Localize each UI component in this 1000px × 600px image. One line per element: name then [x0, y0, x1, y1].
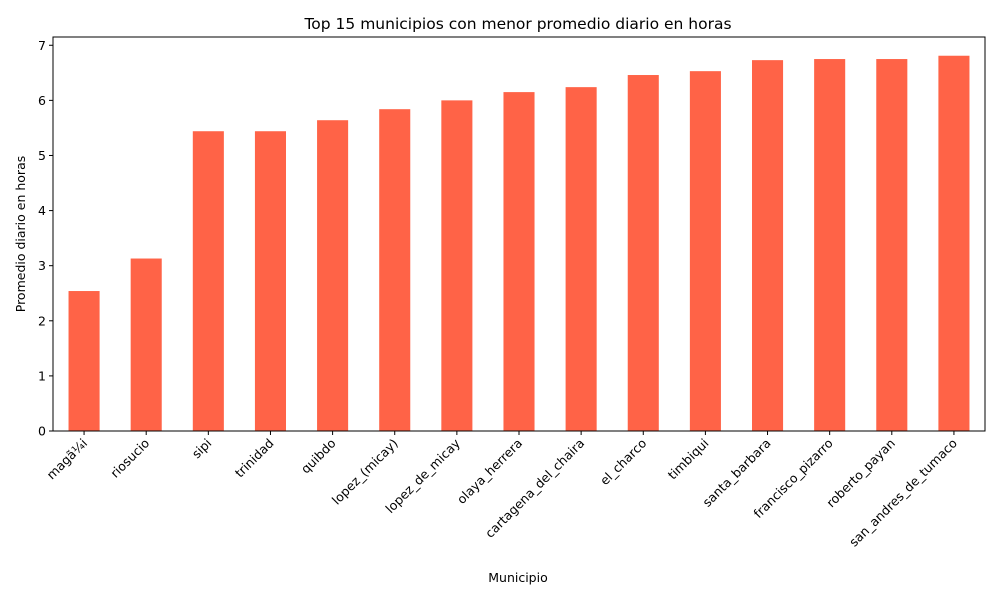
- bar: [752, 60, 784, 432]
- x-tick-label: sipi: [189, 436, 215, 462]
- bar: [130, 258, 162, 431]
- x-tick-label: riosucio: [107, 436, 152, 481]
- bar: [503, 92, 535, 432]
- x-tick-label: el_charco: [597, 436, 650, 489]
- x-tick-label: trinidad: [232, 436, 277, 481]
- y-axis-label: Promedio diario en horas: [13, 156, 28, 313]
- y-tick-label: 4: [38, 203, 46, 218]
- x-axis-label: Municipio: [488, 570, 548, 585]
- y-tick-label: 6: [38, 93, 46, 108]
- y-tick-label: 1: [38, 368, 46, 383]
- bar: [317, 120, 349, 432]
- x-tick-label: timbiqui: [665, 436, 712, 483]
- y-tick-label: 3: [38, 258, 46, 273]
- x-tick-label: olaya_herrera: [454, 436, 525, 507]
- bar: [689, 71, 721, 431]
- x-tick-label: san_andres_de_tumaco: [846, 436, 960, 550]
- bar: [441, 100, 473, 431]
- bars: [68, 55, 970, 432]
- y-tick-label: 7: [38, 38, 46, 53]
- y-tick-label: 2: [38, 313, 46, 328]
- y-tick-label: 5: [38, 148, 46, 163]
- bar: [254, 131, 286, 431]
- bar: [379, 109, 411, 432]
- y-axis: 0 1 2 3 4 5 6 7: [38, 38, 53, 439]
- bar: [938, 55, 970, 432]
- bar: [68, 291, 100, 431]
- y-tick-label: 0: [38, 424, 46, 439]
- chart-title: Top 15 municipios con menor promedio dia…: [303, 15, 731, 33]
- bar: [565, 87, 597, 432]
- x-axis: magã¼i riosucio sipi trinidad quibdolopez_(m…: [43, 431, 960, 550]
- bar: [192, 131, 224, 431]
- x-tick-label: magã¼i: [43, 436, 90, 483]
- bar: [876, 59, 908, 431]
- bar: [627, 75, 659, 432]
- x-tick-label: quibdo: [298, 436, 339, 477]
- bar: [814, 59, 846, 431]
